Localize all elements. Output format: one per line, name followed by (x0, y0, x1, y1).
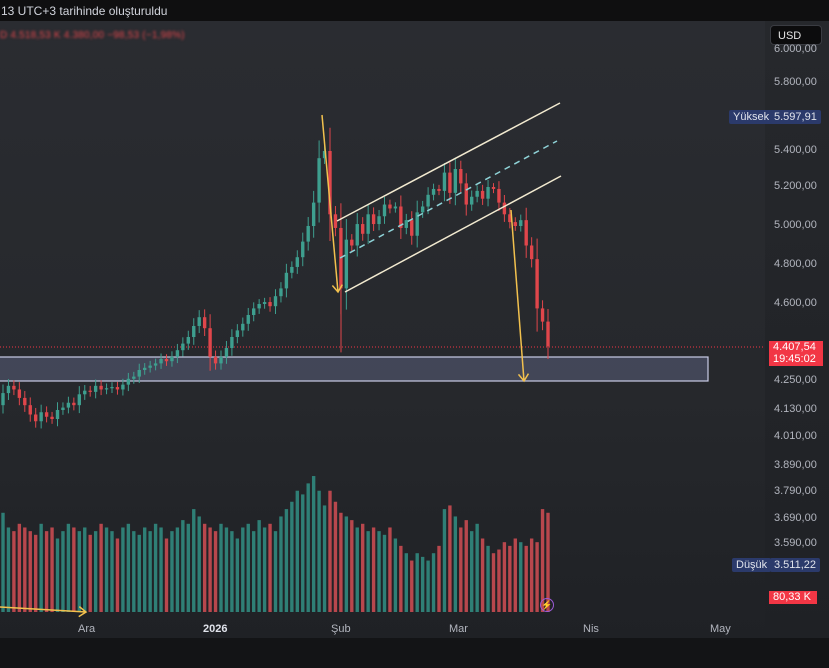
currency-button[interactable]: USD (770, 25, 822, 45)
x-tick-label: Nis (583, 623, 599, 635)
y-tick-label: 5.000,00 (774, 219, 817, 231)
countdown-tag: 19:45:02 (769, 353, 823, 366)
y-tick-label: 5.800,00 (774, 76, 817, 88)
time-axis-strip (0, 638, 829, 668)
low-value: 3.511,22 (770, 558, 821, 572)
high-value: 5.597,91 (770, 110, 821, 124)
lightning-icon[interactable]: ⚡ (540, 598, 554, 612)
y-tick-label: 6.000,00 (774, 43, 817, 55)
plot-area[interactable] (0, 21, 765, 638)
y-tick-label: 5.400,00 (774, 144, 817, 156)
y-tick-label: 4.010,00 (774, 430, 817, 442)
y-tick-label: 3.790,00 (774, 485, 817, 497)
low-label: Düşük (732, 558, 772, 572)
y-tick-label: 3.890,00 (774, 459, 817, 471)
y-tick-label: 4.250,00 (774, 374, 817, 386)
x-tick-label: May (710, 623, 731, 635)
top-bar: 13 UTC+3 tarihinde oluşturuldu (0, 0, 829, 21)
high-label: Yüksek (729, 110, 774, 124)
x-tick-label: Ara (78, 623, 96, 635)
volume-tag: 80,33 K (769, 591, 817, 604)
x-tick-label: 2026 (203, 623, 228, 635)
y-tick-label: 3.690,00 (774, 512, 817, 524)
created-text: 13 UTC+3 tarihinde oluşturuldu (1, 4, 168, 18)
ohlc-legend: D 4.518,53 K 4.380,00 −98,53 (−1,98%) (0, 30, 185, 41)
last-price-tag: 4.407,54 (769, 341, 823, 354)
y-tick-label: 4.130,00 (774, 403, 817, 415)
x-tick-label: Mar (449, 623, 468, 635)
y-tick-label: 4.600,00 (774, 297, 817, 309)
y-tick-label: 4.800,00 (774, 258, 817, 270)
y-tick-label: 3.590,00 (774, 537, 817, 549)
x-tick-label: Şub (331, 623, 351, 635)
y-tick-label: 5.200,00 (774, 180, 817, 192)
